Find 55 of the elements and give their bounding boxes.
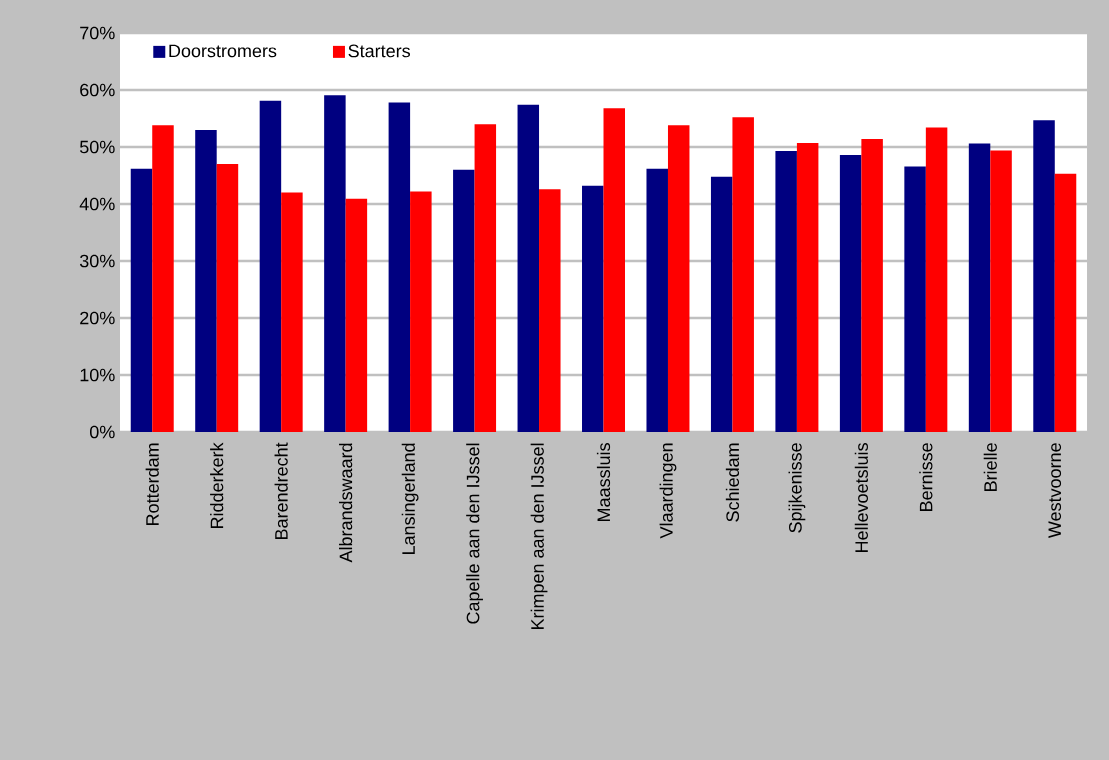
x-tick-label: Schiedam [725,443,740,522]
bar [195,129,217,432]
bar [646,168,668,432]
bar [775,150,797,432]
x-tick-label: Spijkenisse [788,443,806,533]
bar [281,192,303,432]
x-tick-label: Maassluis [596,443,611,521]
bar [1033,120,1055,432]
x-tick-label: Rotterdam [145,443,159,525]
y-tick-label: 60% [80,83,115,97]
bar [388,102,411,432]
bar [796,143,819,432]
x-tick-label: Vlaardingen [659,443,677,539]
bar [710,176,733,432]
bar [216,164,239,432]
x-tick-label: Ridderkerk [210,442,224,528]
bar [925,127,948,432]
x-tick-label: Bernisse [919,443,933,511]
bar [667,125,690,432]
bar [732,117,754,432]
bar [603,108,625,432]
bar [861,139,883,432]
x-tick-label: Brielle [983,443,997,491]
y-tick-label: 10% [80,368,115,382]
bar [474,124,497,432]
bar [259,100,282,432]
legend-label: Starters [348,44,410,58]
y-tick-label: 40% [79,197,115,211]
bar [410,191,432,432]
bar [345,198,368,432]
y-tick-label: 50% [79,140,115,154]
bar [453,169,475,432]
bar [839,154,862,432]
y-tick-label: 70% [80,26,115,40]
bar [904,166,926,432]
y-tick-label: 20% [80,311,115,325]
legend-label: Doorstromers [169,44,277,58]
bar [324,95,346,432]
bar [582,185,604,432]
bar [130,168,153,432]
bar [152,125,174,432]
x-tick-label: Albrandswaard [339,443,353,563]
bar [517,104,540,432]
x-tick-label: Westvoorne [1048,443,1062,539]
x-tick-label: Capelle aan den IJssel [466,443,483,624]
bar [539,189,561,432]
y-tick-label: 0% [89,425,115,439]
bar [1054,173,1077,432]
x-tick-label: Krimpen aan den IJssel [530,443,548,630]
bar [990,150,1012,432]
y-tick-label: 30% [79,254,115,268]
x-tick-label: Barendrecht [274,442,288,539]
bar [968,143,991,432]
x-tick-label: Lansingerland [401,443,419,555]
x-tick-label: Hellevoetsluis [854,443,868,552]
